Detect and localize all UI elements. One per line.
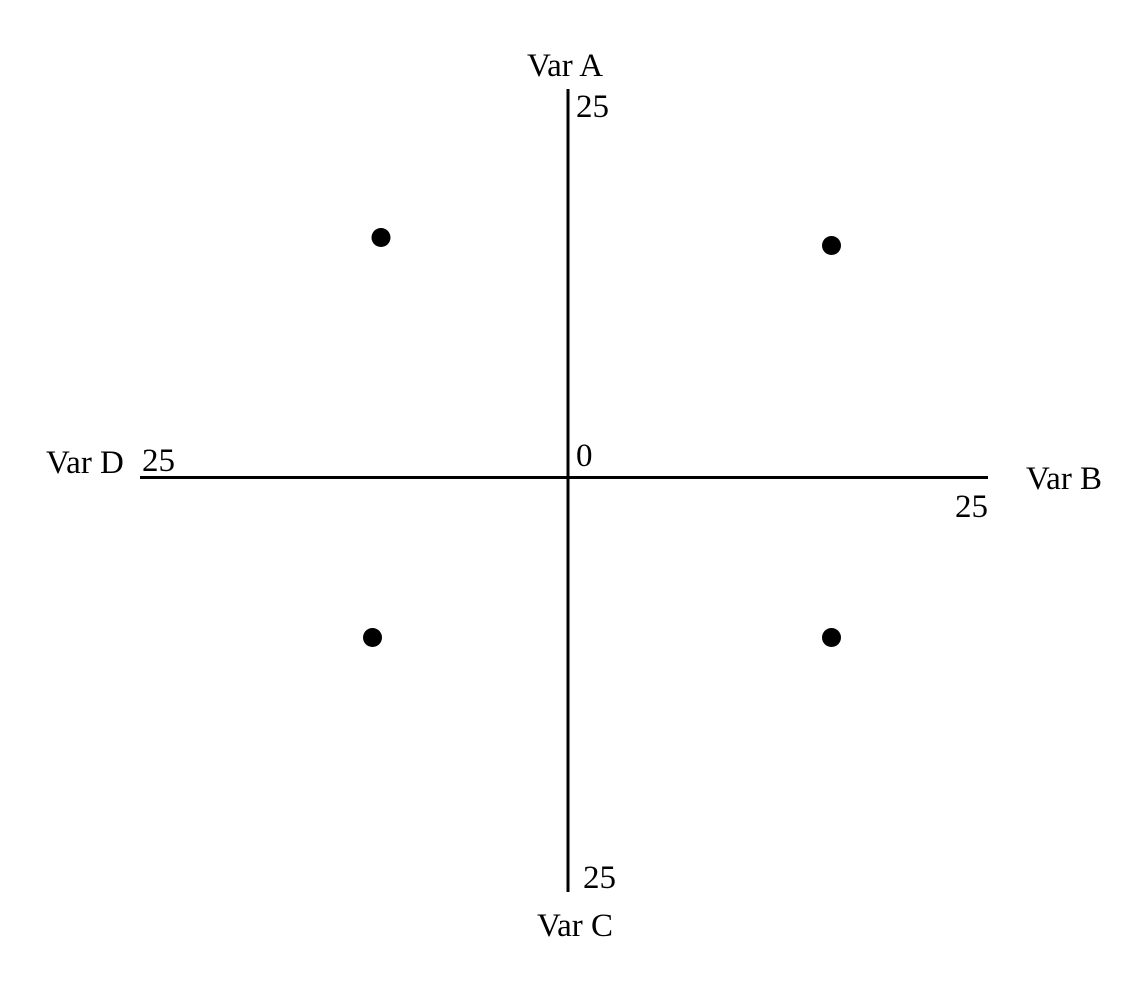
origin-label: 0 bbox=[576, 438, 593, 474]
data-point-lower-left bbox=[363, 628, 382, 647]
axis-label-var-a: Var A bbox=[527, 48, 603, 84]
tick-label-left-25: 25 bbox=[142, 443, 175, 479]
data-point-upper-right bbox=[822, 236, 841, 255]
axis-label-var-c: Var C bbox=[537, 908, 613, 944]
tick-label-top-25: 25 bbox=[576, 89, 609, 125]
axis-label-var-b: Var B bbox=[1026, 461, 1102, 497]
data-point-lower-right bbox=[822, 628, 841, 647]
data-point-upper-left bbox=[371, 228, 391, 247]
plot-points bbox=[363, 228, 841, 647]
tick-label-bottom-25: 25 bbox=[583, 860, 616, 896]
tick-label-right-25: 25 bbox=[955, 489, 988, 525]
axis-label-var-d: Var D bbox=[46, 445, 124, 481]
